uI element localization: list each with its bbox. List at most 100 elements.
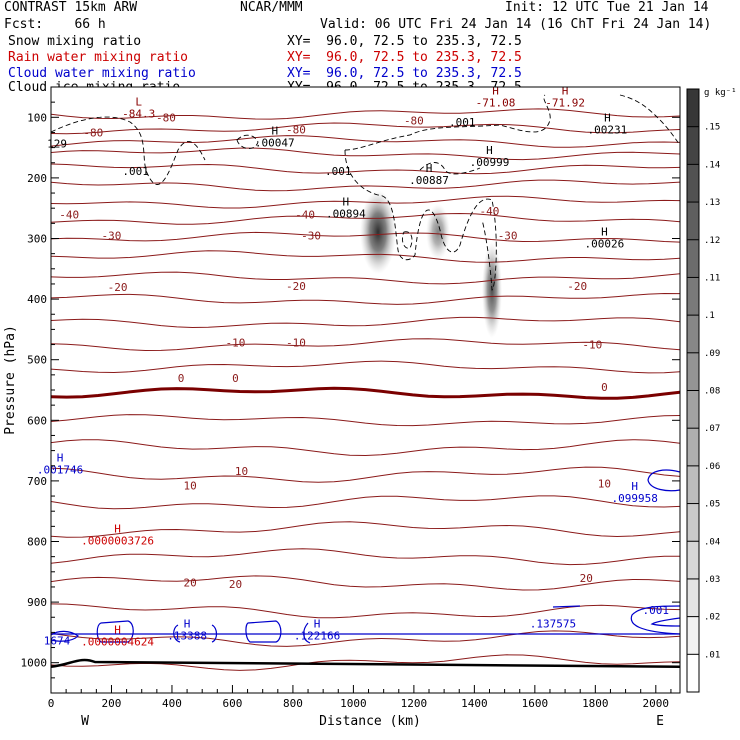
- isotherm-label: 10: [598, 477, 611, 490]
- extremum-value: .00231: [588, 124, 628, 137]
- extremum-value: .00026: [585, 238, 625, 251]
- init-time: Init: 12 UTC Tue 21 Jan 14: [505, 0, 709, 15]
- colorbar-tick-label: .01: [704, 650, 720, 660]
- cloud-ice-contour-northeast: [619, 94, 680, 146]
- extremum-mark: H: [57, 452, 64, 465]
- extremum-value: .0000004624: [81, 636, 154, 649]
- x-axis-label: Distance (km): [319, 714, 421, 729]
- y-tick-label: 300: [27, 233, 47, 246]
- snow-core-2: [426, 204, 450, 260]
- colorbar-segment: [687, 654, 699, 692]
- extremum-value: .001746: [37, 464, 83, 477]
- snow-core-1: [360, 190, 396, 274]
- isotherm-780: [51, 521, 680, 538]
- cloud-water-contours: [51, 469, 680, 644]
- cloud-ice-contour-ring: [401, 231, 413, 249]
- cloud-ice-contours: [51, 94, 680, 291]
- isotherm-95: [51, 108, 680, 120]
- isotherm-label: 0: [232, 372, 239, 385]
- cloud-water-contour-6: [51, 630, 79, 642]
- colorbar-segment: [687, 428, 699, 466]
- isotherm-label: -40: [480, 205, 500, 218]
- cloud-ice-contour-core: [344, 149, 497, 291]
- isotherm-label: 0: [178, 372, 185, 385]
- colorbar-tick-label: .04: [704, 537, 720, 547]
- colorbar-segment: [687, 541, 699, 579]
- cloud-water-contour-1: [96, 620, 134, 643]
- isotherm-label: -80: [286, 123, 306, 136]
- colorbar-tick-label: .02: [704, 613, 720, 623]
- extremum-mark: L: [135, 95, 142, 108]
- isotherm-label: -80: [156, 111, 176, 124]
- x-tick-label: 1600: [522, 697, 549, 710]
- extremum-mark: H: [114, 624, 121, 637]
- y-tick-label: 800: [27, 536, 47, 549]
- colorbar-segment: [687, 465, 699, 504]
- extremum-mark: H: [492, 84, 499, 97]
- isotherm-label: 10: [183, 480, 196, 493]
- extremum-mark: H: [426, 162, 433, 175]
- x-tick-label: 2000: [643, 697, 670, 710]
- extremum-value: .0000003726: [81, 535, 154, 548]
- x-tick-label: 1400: [461, 697, 488, 710]
- isotherm-438: [51, 316, 680, 329]
- legend-snow-xy: XY= 96.0, 72.5 to 235.3, 72.5: [287, 34, 522, 49]
- extremum-mark: H: [314, 618, 321, 631]
- y-tick-label: 500: [27, 354, 47, 367]
- isotherm-185: [51, 163, 680, 175]
- extremum-value: .122166: [294, 630, 340, 643]
- valid-time: Valid: 06 UTC Fri 24 Jan 14 (16 ChT Fri …: [320, 17, 712, 32]
- x-tick-label: 400: [162, 697, 182, 710]
- isotherm-label: -80: [404, 114, 424, 127]
- extremum-value: -71.92: [545, 96, 585, 109]
- extremum-mark: H: [562, 84, 569, 97]
- isotherm-298: [51, 231, 680, 243]
- x-tick-label: 1800: [582, 697, 609, 710]
- colorbar-tick-label: .09: [704, 349, 720, 359]
- cloud-water-contour-9: [650, 617, 680, 627]
- colorbar-tick-label: .11: [704, 273, 720, 283]
- colorbar-tick-label: .08: [704, 387, 720, 397]
- isotherm-label: -10: [226, 337, 246, 350]
- extremum-value: .001: [122, 165, 149, 178]
- colorbar-segment: [687, 315, 699, 353]
- isotherm-label: 20: [229, 578, 242, 591]
- colorbar-segment: [687, 126, 699, 165]
- cloud-ice-contour-upper: [419, 162, 481, 175]
- isotherm-555: [51, 386, 680, 400]
- isotherm-268: [51, 212, 680, 225]
- forecast-hour: Fcst: 66 h: [4, 17, 106, 32]
- cloud-ice-contour-small-loop: [236, 134, 259, 149]
- isotherm-label: -80: [83, 126, 103, 139]
- isotherm-365: [51, 271, 680, 285]
- title-left: CONTRAST 15km ARW: [4, 0, 138, 15]
- y-tick-label: 900: [27, 596, 47, 609]
- isotherm-label: -30: [498, 229, 518, 242]
- extremum-value: 129: [47, 138, 67, 151]
- x-tick-label: 1200: [401, 697, 428, 710]
- isotherm-label: -20: [567, 280, 587, 293]
- cloud-water-contour-8: [630, 605, 680, 635]
- isotherm-label: -10: [286, 337, 306, 350]
- isotherm-475: [51, 338, 680, 352]
- isotherm-960: [51, 630, 680, 647]
- extremum-value: -84.3: [122, 107, 155, 120]
- colorbar-tick-label: .14: [704, 160, 720, 170]
- isotherm-690: [51, 466, 680, 483]
- extremum-value: .00894: [326, 207, 366, 220]
- extremum-value: .099958: [611, 492, 657, 505]
- colorbar-segment: [687, 277, 699, 316]
- cloud-water-contour-10: [647, 469, 680, 492]
- colorbar-tick-label: .1: [704, 311, 715, 321]
- extremum-mark: H: [343, 195, 350, 208]
- x-tick-label: 800: [283, 697, 303, 710]
- isotherm-label: -20: [286, 280, 306, 293]
- isotherm-label: 10: [235, 465, 248, 478]
- extremum-mark: H: [271, 124, 278, 137]
- extremum-mark: H: [604, 112, 611, 125]
- colorbar-tick-label: .12: [704, 236, 720, 246]
- legend-rain-xy: XY= 96.0, 72.5 to 235.3, 72.5: [287, 50, 522, 65]
- colorbar-tick-label: .07: [704, 424, 720, 434]
- isotherm-label: -30: [102, 229, 122, 242]
